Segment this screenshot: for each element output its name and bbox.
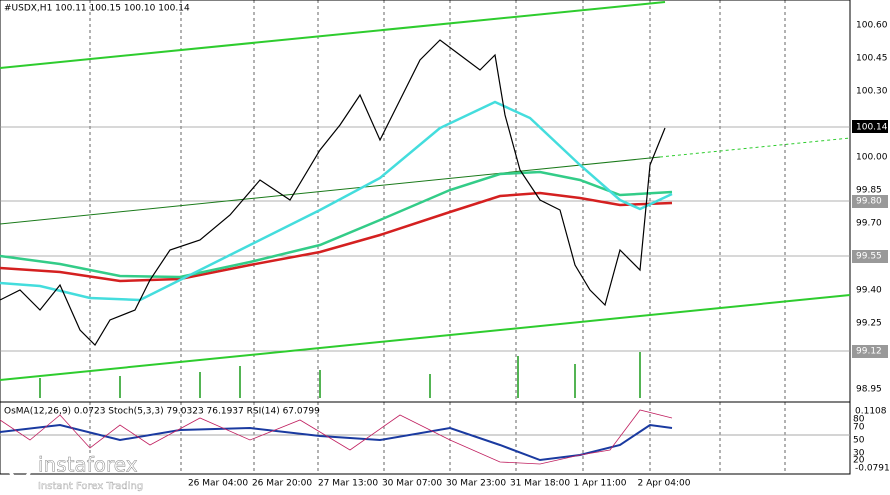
indicator-axis-label: 80 xyxy=(853,415,865,425)
chart-header: #USDX,H1 100.11 100.15 100.10 100.14 xyxy=(4,4,190,14)
logo: instaforex Instant Forex Trading xyxy=(7,452,143,492)
time-label: 1 Apr 11:00 xyxy=(574,479,627,489)
indicator-title: OsMA(12,26,9) 0.0723 Stoch(5,3,3) 79.032… xyxy=(4,407,320,417)
level-price: 99.80 xyxy=(856,197,882,207)
channel-lines xyxy=(0,1,851,381)
time-label: 27 Mar 13:00 xyxy=(318,479,378,489)
price-candles xyxy=(0,39,666,346)
moving-average-mid xyxy=(0,170,673,279)
price-label: 100.00 xyxy=(856,153,888,163)
time-label: 2 Apr 04:00 xyxy=(638,479,691,489)
price-label: 99.85 xyxy=(856,186,882,196)
time-label: 26 Mar 04:00 xyxy=(188,479,248,489)
moving-average-fast xyxy=(0,100,673,302)
price-label: 99.25 xyxy=(856,319,882,329)
current-price: 100.14 xyxy=(856,123,888,133)
indicator-axis-label: 50 xyxy=(853,436,865,446)
indicator-axis-label: 0.1108 xyxy=(855,407,887,417)
price-label: 100.30 xyxy=(856,87,888,97)
price-label: 99.40 xyxy=(856,286,882,296)
indicator-axis-label: 20 xyxy=(853,456,865,466)
price-axis: 100.60 100.45 100.30 100.00 99.85 99.70 … xyxy=(852,21,888,395)
price-label: 99.70 xyxy=(856,219,882,229)
volume-bars xyxy=(39,352,641,398)
logo-tagline: Instant Forex Trading xyxy=(38,481,143,492)
price-label: 98.95 xyxy=(856,385,882,395)
price-label: 100.60 xyxy=(856,21,888,31)
price-label: 100.45 xyxy=(856,54,888,64)
level-price: 99.12 xyxy=(856,347,882,357)
time-grid xyxy=(89,0,786,474)
logo-name: instaforex xyxy=(38,453,138,477)
level-price: 99.55 xyxy=(856,252,882,262)
indicator-axis-label: 70 xyxy=(853,423,865,433)
time-axis: 26 Mar 04:00 26 Mar 20:00 27 Mar 13:00 3… xyxy=(188,479,691,489)
oscillator-panel: OsMA(12,26,9) 0.0723 Stoch(5,3,3) 79.032… xyxy=(0,407,890,474)
time-label: 30 Mar 07:00 xyxy=(382,479,442,489)
time-label: 30 Mar 23:00 xyxy=(446,479,506,489)
moving-average-slow xyxy=(0,191,673,283)
indicator-axis-label: 30 xyxy=(853,449,865,459)
time-label: 26 Mar 20:00 xyxy=(252,479,312,489)
plot-frame xyxy=(0,0,851,475)
indicator-axis-label: -0.0791 xyxy=(855,464,890,474)
time-label: 31 Mar 18:00 xyxy=(510,479,570,489)
